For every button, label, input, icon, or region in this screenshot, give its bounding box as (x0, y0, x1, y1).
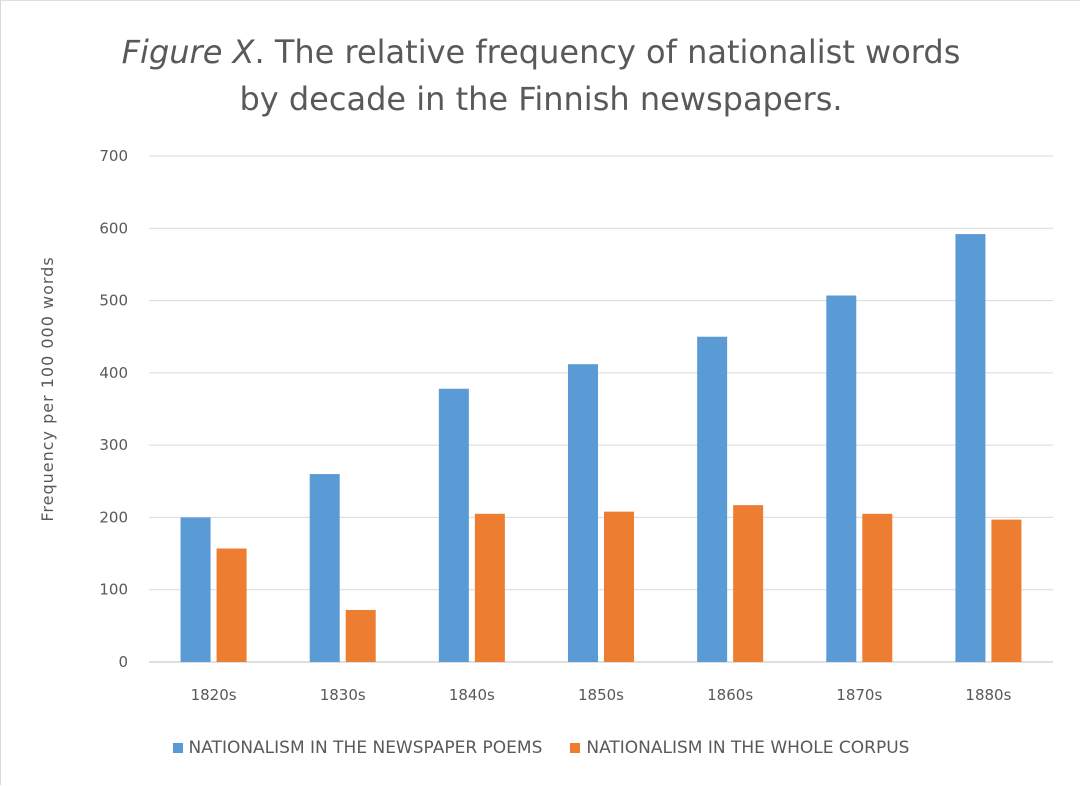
x-axis-ticks: 1820s 1830s 1840s 1850s 1860s 1870s 1880s (191, 686, 1012, 704)
legend-label: NATIONALISM IN THE WHOLE CORPUS (586, 738, 910, 758)
y-tick-label: 700 (99, 147, 128, 165)
bar-series-1-1860s (697, 336, 728, 662)
x-tick-label: 1820s (191, 686, 237, 704)
y-tick-label: 600 (99, 219, 128, 237)
bar-series-1-1820s (180, 517, 211, 662)
chart-title-line-1: Figure X. The relative frequency of nati… (1, 29, 1080, 76)
legend-swatch (172, 743, 183, 753)
bar-series-2-1860s (733, 505, 764, 662)
y-axis-title: Frequency per 100 000 words (38, 256, 57, 521)
y-tick-label: 0 (118, 653, 128, 671)
x-tick-label: 1880s (965, 686, 1011, 704)
x-tick-label: 1860s (707, 686, 753, 704)
legend-swatch (570, 743, 581, 753)
y-tick-label: 300 (99, 436, 128, 454)
bar-series-2-1840s (474, 513, 505, 662)
x-tick-label: 1830s (320, 686, 366, 704)
bar-series-2-1820s (216, 548, 247, 662)
gridlines (149, 155, 1053, 663)
bar-series-1-1840s (438, 388, 469, 662)
x-tick-label: 1870s (836, 686, 882, 704)
x-tick-label: 1840s (449, 686, 495, 704)
chart-title-rest: . The relative frequency of nationalist … (254, 33, 961, 71)
y-tick-label: 500 (99, 292, 128, 310)
y-tick-label: 100 (99, 581, 128, 599)
y-axis-ticks: 0 100 200 300 400 500 600 700 (99, 147, 128, 671)
bar-series-1-1870s (826, 295, 857, 662)
bar-series-2-1870s (862, 513, 893, 662)
x-tick-label: 1850s (578, 686, 624, 704)
legend-item-2: NATIONALISM IN THE WHOLE CORPUS (570, 738, 909, 758)
legend-label: NATIONALISM IN THE NEWSPAPER POEMS (188, 738, 543, 758)
bar-series-1-1880s (955, 234, 986, 662)
bars (180, 234, 1022, 662)
chart-title-italic: Figure X (121, 33, 255, 71)
bar-series-2-1850s (604, 511, 634, 662)
chart-title-line-2: by decade in the Finnish newspapers. (239, 80, 843, 118)
y-tick-label: 400 (99, 364, 128, 382)
chart-title: Figure X. The relative frequency of nati… (1, 29, 1080, 123)
bar-series-1-1830s (309, 474, 340, 662)
legend: NATIONALISM IN THE NEWSPAPER POEMS NATION… (1, 738, 1080, 758)
y-tick-label: 200 (99, 508, 128, 526)
legend-item-1: NATIONALISM IN THE NEWSPAPER POEMS (172, 738, 543, 758)
bar-series-1-1850s (568, 364, 598, 662)
bar-series-2-1830s (345, 609, 376, 662)
bar-series-2-1880s (991, 519, 1022, 662)
